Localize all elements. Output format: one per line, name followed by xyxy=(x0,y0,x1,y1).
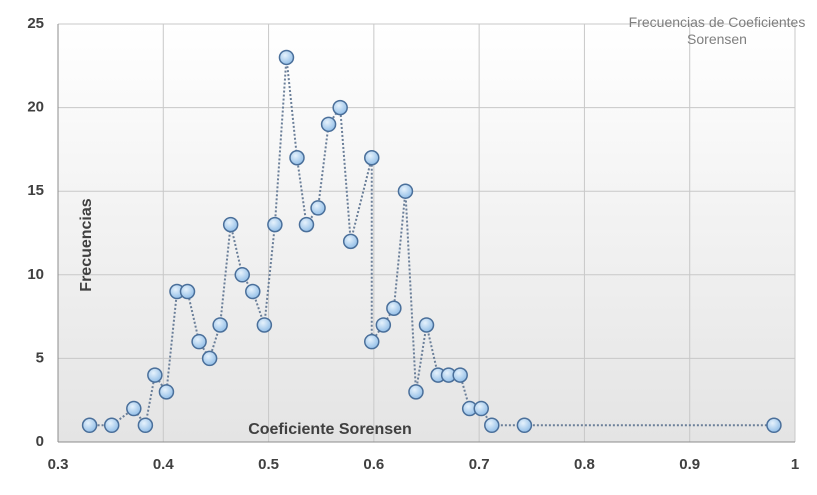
y-axis-label: Frecuencias xyxy=(78,198,95,291)
y-tick-label: 25 xyxy=(27,15,44,32)
data-point xyxy=(245,283,261,300)
data-point xyxy=(81,417,98,434)
data-point xyxy=(516,417,533,434)
data-point xyxy=(137,417,154,434)
data-point xyxy=(278,49,295,66)
data-point xyxy=(375,317,392,333)
x-tick-label: 1 xyxy=(791,456,799,473)
data-point xyxy=(256,317,273,333)
data-point xyxy=(418,317,435,333)
data-point xyxy=(179,283,196,300)
data-point xyxy=(147,367,163,383)
y-tick-label: 15 xyxy=(27,182,44,199)
data-point xyxy=(364,150,380,166)
data-point xyxy=(332,99,348,116)
y-tick-label: 10 xyxy=(27,266,44,283)
data-point xyxy=(222,216,239,233)
data-point xyxy=(452,367,468,383)
data-point xyxy=(212,317,228,333)
data-point xyxy=(298,216,315,233)
data-point xyxy=(386,300,402,316)
data-point xyxy=(103,417,120,434)
data-point xyxy=(126,400,142,417)
x-tick-label: 0.3 xyxy=(48,456,69,473)
x-tick-label: 0.4 xyxy=(153,456,175,473)
y-tick-label: 0 xyxy=(36,433,44,450)
data-point xyxy=(289,150,305,166)
x-tick-label: 0.8 xyxy=(574,456,595,473)
x-tick-label: 0.7 xyxy=(469,456,490,473)
x-tick-label: 0.6 xyxy=(363,456,384,473)
data-point xyxy=(267,216,283,233)
data-point xyxy=(234,267,250,283)
data-point xyxy=(364,333,380,350)
data-point xyxy=(473,400,489,417)
y-tick-label: 20 xyxy=(27,99,44,116)
data-point xyxy=(408,384,424,400)
plot-area xyxy=(58,24,795,442)
data-point xyxy=(484,417,500,434)
data-point xyxy=(342,233,359,250)
data-point xyxy=(766,417,782,434)
x-axis-label: Coeficiente Sorensen xyxy=(248,421,412,438)
chart-title: Frecuencias de Coeficientes Sorensen xyxy=(628,14,806,47)
y-tick-label: 5 xyxy=(36,349,44,366)
data-point xyxy=(320,116,337,133)
x-tick-label: 0.5 xyxy=(258,456,279,473)
x-tick-label: 0.9 xyxy=(679,456,700,473)
data-point xyxy=(201,350,218,367)
data-point xyxy=(191,333,207,350)
data-point xyxy=(397,183,414,199)
data-point xyxy=(158,384,175,400)
data-point xyxy=(310,200,326,216)
